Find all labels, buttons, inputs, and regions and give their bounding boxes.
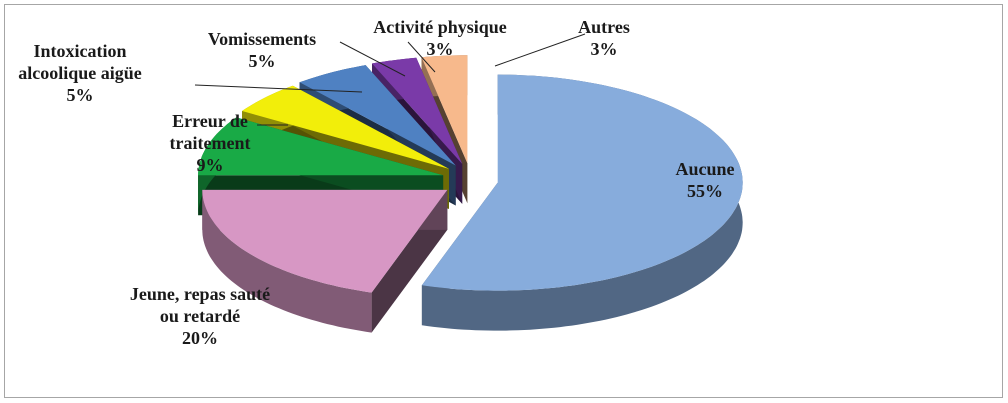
slice-top: [421, 55, 468, 164]
value-label: 3%: [426, 39, 454, 59]
slice-top: [242, 85, 449, 169]
category-label: Activité physique: [373, 17, 507, 37]
slice-top: [202, 189, 448, 293]
category-label: Intoxication alcoolique aigüe: [18, 41, 142, 83]
leader-line: [339, 41, 406, 77]
value-label: 55%: [687, 181, 723, 201]
value-label: 3%: [590, 39, 618, 59]
slice-wall: [202, 189, 372, 333]
slice-top: [372, 57, 463, 164]
category-label: Vomissements: [207, 29, 317, 49]
category-label: Aucune: [675, 159, 735, 179]
leader-line: [194, 84, 363, 93]
category-label: Autres: [578, 17, 630, 37]
slice-top: [198, 117, 444, 176]
category-label: Jeune, repas sauté ou retardé: [129, 284, 271, 326]
leader-line: [407, 41, 436, 73]
value-label: 20%: [182, 328, 218, 348]
category-label: Erreur de traitement: [169, 111, 251, 153]
pie-slice: [421, 74, 743, 331]
pie-slice: [202, 189, 448, 333]
leader-line: [494, 33, 586, 67]
value-label: 5%: [248, 51, 276, 71]
value-label: 5%: [66, 85, 94, 105]
value-label: 9%: [196, 155, 224, 175]
slice-top: [299, 65, 456, 166]
slice-top: [421, 74, 743, 291]
